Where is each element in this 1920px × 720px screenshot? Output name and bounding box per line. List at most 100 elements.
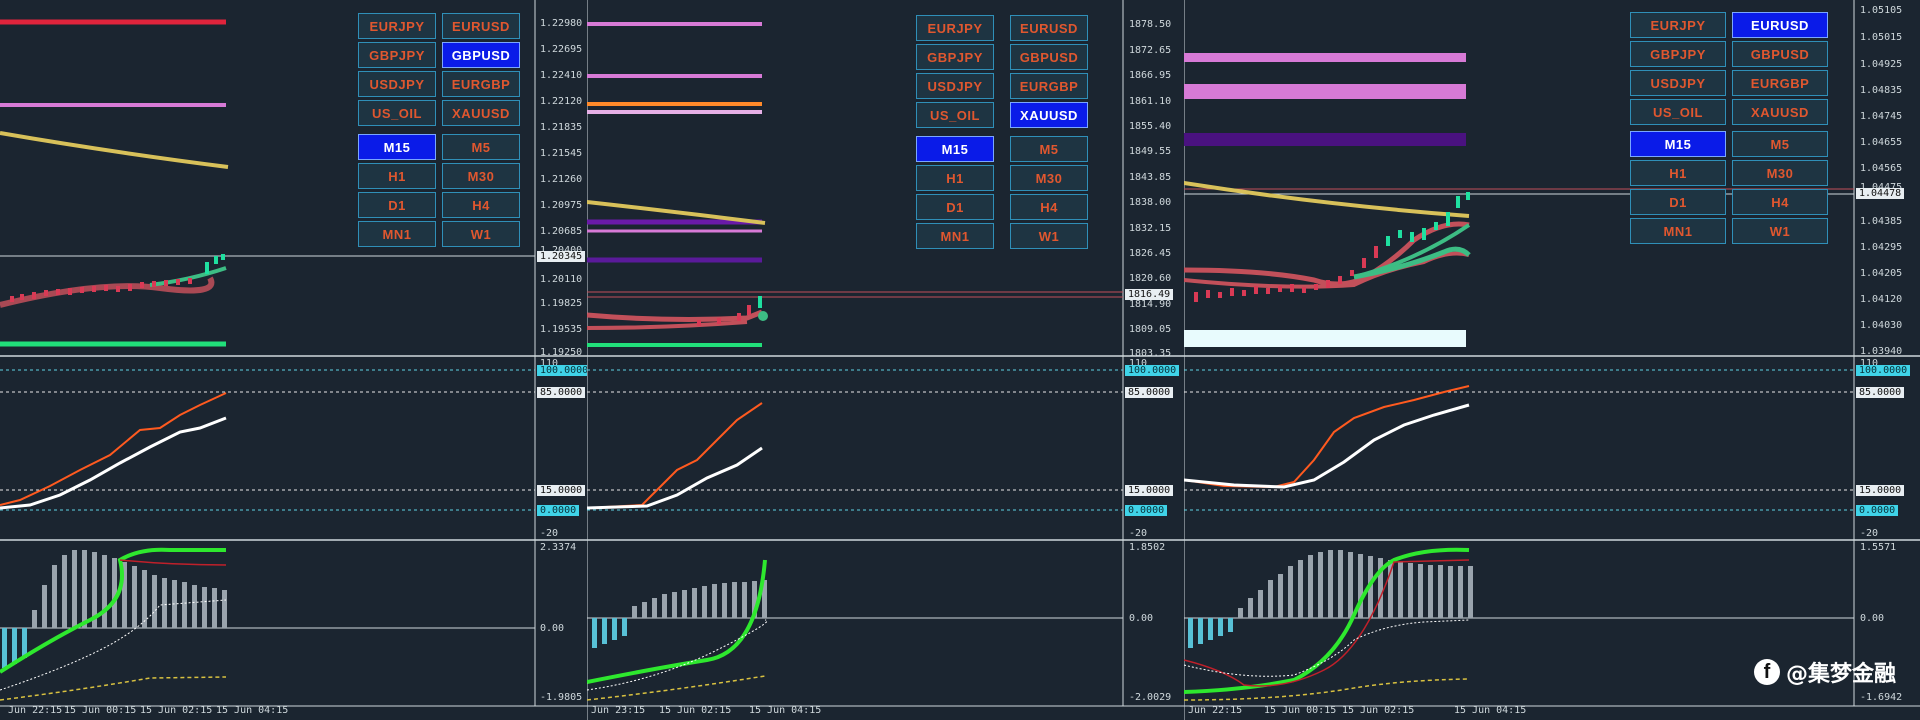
symbol-button-gbpjpy[interactable]: GBPJPY <box>916 44 994 70</box>
current-price-tag: 1816.49 <box>1125 289 1174 300</box>
timeframe-button-h1[interactable]: H1 <box>358 163 436 189</box>
rsi-level-0: 0.0000 <box>1125 505 1168 516</box>
timeframe-button-h4[interactable]: H4 <box>1010 194 1088 220</box>
macd-axis-zero: 0.00 <box>1860 613 1885 624</box>
symbol-button-xauusd[interactable]: XAUUSD <box>1732 99 1828 125</box>
timeframe-button-m30[interactable]: M30 <box>1010 165 1088 191</box>
symbol-button-gbpusd[interactable]: GBPUSD <box>1010 44 1088 70</box>
symbol-button-eurusd[interactable]: EURUSD <box>442 13 520 39</box>
price-tick: 1.22695 <box>540 44 583 55</box>
current-price-tag: 1.04478 <box>1856 188 1905 199</box>
symbol-button-eurusd[interactable]: EURUSD <box>1010 15 1088 41</box>
rsi-level-15: 15.0000 <box>537 485 586 496</box>
symbol-button-xauusd[interactable]: XAUUSD <box>442 100 520 126</box>
timeframe-button-mn1[interactable]: MN1 <box>916 223 994 249</box>
price-tick: 1.04120 <box>1860 294 1903 305</box>
symbol-button-gbpjpy[interactable]: GBPJPY <box>358 42 436 68</box>
rsi-axis-top: 110 <box>540 358 559 369</box>
symbol-button-eurgbp[interactable]: EURGBP <box>1732 70 1828 96</box>
symbol-button-eurgbp[interactable]: EURGBP <box>1010 73 1088 99</box>
time-label: 15 Jun 04:15 <box>749 705 822 716</box>
price-tick: 1.04565 <box>1860 163 1903 174</box>
symbol-button-eurjpy[interactable]: EURJPY <box>1630 12 1726 38</box>
price-tick: 1.04030 <box>1860 320 1903 331</box>
rsi-axis-bottom: -20 <box>1129 528 1148 539</box>
symbol-button-eurusd[interactable]: EURUSD <box>1732 12 1828 38</box>
symbol-button-gbpusd[interactable]: GBPUSD <box>442 42 520 68</box>
chart-canvas <box>587 0 1184 720</box>
chart-panel-gbpusd[interactable]: EURJPY EURUSD GBPJPY GBPUSD USDJPY EURGB… <box>0 0 587 720</box>
timeframe-button-d1[interactable]: D1 <box>358 192 436 218</box>
timeframe-button-w1[interactable]: W1 <box>1010 223 1088 249</box>
price-tick: 1.22410 <box>540 70 583 81</box>
symbol-button-usdjpy[interactable]: USDJPY <box>1630 70 1726 96</box>
rsi-level-100: 100.0000 <box>1856 365 1911 376</box>
time-label: 15 Jun 00:15 <box>64 705 137 716</box>
macd-axis-top: 1.8502 <box>1129 542 1166 553</box>
symbol-button-eurjpy[interactable]: EURJPY <box>916 15 994 41</box>
price-tick: 1878.50 <box>1129 19 1172 30</box>
symbol-button-eurgbp[interactable]: EURGBP <box>442 71 520 97</box>
symbol-button-usdjpy[interactable]: USDJPY <box>916 73 994 99</box>
price-tick: 1814.90 <box>1129 299 1172 310</box>
chart-panel-eurusd[interactable]: EURJPY EURUSD GBPJPY GBPUSD USDJPY EURGB… <box>1184 0 1920 720</box>
time-label: 15 Jun 04:15 <box>216 705 289 716</box>
watermark: f @集梦金融 <box>1753 656 1896 688</box>
time-label: 15 Jun 00:15 <box>1264 705 1337 716</box>
timeframe-button-m15[interactable]: M15 <box>1630 131 1726 157</box>
facebook-icon: f <box>1753 659 1780 685</box>
timeframe-button-d1[interactable]: D1 <box>916 194 994 220</box>
timeframe-button-mn1[interactable]: MN1 <box>1630 218 1726 244</box>
symbol-button-usdjpy[interactable]: USDJPY <box>358 71 436 97</box>
chart-canvas <box>1184 0 1920 720</box>
symbol-button-gbpusd[interactable]: GBPUSD <box>1732 41 1828 67</box>
rsi-axis-bottom: -20 <box>540 528 559 539</box>
rsi-axis-top: 110 <box>1129 358 1148 369</box>
price-tick: 1838.00 <box>1129 197 1172 208</box>
timeframe-button-h1[interactable]: H1 <box>1630 160 1726 186</box>
chart-panel-xauusd[interactable]: EURJPY EURUSD GBPJPY GBPUSD USDJPY EURGB… <box>587 0 1184 720</box>
price-tick: 1.05015 <box>1860 32 1903 43</box>
rsi-axis-bottom: -20 <box>1860 528 1879 539</box>
timeframe-button-m5[interactable]: M5 <box>442 134 520 160</box>
timeframe-button-w1[interactable]: W1 <box>442 221 520 247</box>
timeframe-button-m15[interactable]: M15 <box>916 136 994 162</box>
rsi-level-100: 100.0000 <box>537 365 587 376</box>
price-tick: 1.22980 <box>540 18 583 29</box>
timeframe-button-h1[interactable]: H1 <box>916 165 994 191</box>
price-tick: 1820.60 <box>1129 273 1172 284</box>
timeframe-button-d1[interactable]: D1 <box>1630 189 1726 215</box>
symbol-button-us-oil[interactable]: US_OIL <box>916 102 994 128</box>
price-tick: 1872.65 <box>1129 45 1172 56</box>
macd-axis-top: 1.5571 <box>1860 542 1897 553</box>
rsi-level-0: 0.0000 <box>537 505 580 516</box>
timeframe-button-mn1[interactable]: MN1 <box>358 221 436 247</box>
rsi-level-85: 85.0000 <box>537 387 586 398</box>
rsi-level-15: 15.0000 <box>1856 485 1905 496</box>
time-label: Jun 23:15 <box>591 705 646 716</box>
symbol-button-xauusd[interactable]: XAUUSD <box>1010 102 1088 128</box>
timeframe-button-h4[interactable]: H4 <box>1732 189 1828 215</box>
macd-axis-bottom: -1.6942 <box>1860 692 1903 703</box>
price-tick: 1.19250 <box>540 347 583 358</box>
macd-axis-top: 2.3374 <box>540 542 577 553</box>
time-label: 15 Jun 04:15 <box>1454 705 1527 716</box>
price-tick: 1.20110 <box>540 274 583 285</box>
symbol-button-eurjpy[interactable]: EURJPY <box>358 13 436 39</box>
price-tick: 1832.15 <box>1129 223 1172 234</box>
timeframe-button-m30[interactable]: M30 <box>1732 160 1828 186</box>
timeframe-button-h4[interactable]: H4 <box>442 192 520 218</box>
timeframe-button-m5[interactable]: M5 <box>1732 131 1828 157</box>
timeframe-button-m30[interactable]: M30 <box>442 163 520 189</box>
price-tick: 1.05105 <box>1860 5 1903 16</box>
symbol-button-gbpjpy[interactable]: GBPJPY <box>1630 41 1726 67</box>
time-label: 15 Jun 02:15 <box>659 705 732 716</box>
timeframe-button-m5[interactable]: M5 <box>1010 136 1088 162</box>
price-tick: 1866.95 <box>1129 70 1172 81</box>
rsi-axis-top: 110 <box>1860 358 1879 369</box>
price-tick: 1.19535 <box>540 324 583 335</box>
symbol-button-us-oil[interactable]: US_OIL <box>1630 99 1726 125</box>
timeframe-button-m15[interactable]: M15 <box>358 134 436 160</box>
timeframe-button-w1[interactable]: W1 <box>1732 218 1828 244</box>
symbol-button-us-oil[interactable]: US_OIL <box>358 100 436 126</box>
